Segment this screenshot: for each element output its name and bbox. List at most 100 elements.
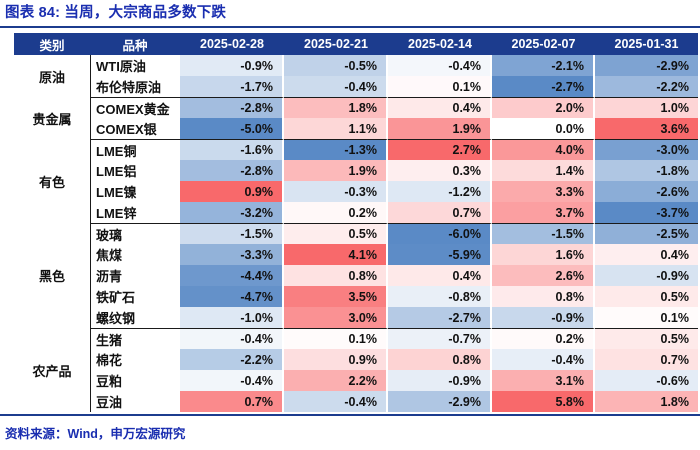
value-cell: 0.9% <box>180 181 284 202</box>
table-row: COMEX银 -5.0% 1.1% 1.9% 0.0% 3.6% <box>14 118 698 139</box>
source-note: 资料来源：Wind，申万宏源研究 <box>5 427 186 441</box>
table-row: 沥青 -4.4% 0.8% 0.4% 2.6% -0.9% <box>14 265 698 286</box>
value-cell: 1.9% <box>284 160 388 181</box>
value-cell: -0.4% <box>180 370 284 391</box>
value-cell: -1.7% <box>180 76 284 97</box>
value-cell: -2.2% <box>595 76 698 97</box>
value-cell: -5.9% <box>388 244 492 265</box>
commodity-name-cell: WTI原油 <box>90 55 180 76</box>
category-cell: 贵金属 <box>14 97 90 139</box>
value-cell: -2.9% <box>595 55 698 76</box>
value-cell: -1.8% <box>595 160 698 181</box>
commodity-name-cell: 焦煤 <box>90 244 180 265</box>
value-cell: 2.7% <box>388 139 492 160</box>
value-cell: -0.4% <box>284 391 388 412</box>
value-cell: -0.4% <box>284 76 388 97</box>
value-cell: -0.3% <box>284 181 388 202</box>
commodity-name-cell: COMEX银 <box>90 118 180 139</box>
value-cell: 4.1% <box>284 244 388 265</box>
value-cell: -1.5% <box>492 223 595 244</box>
title-rule <box>0 26 700 28</box>
value-cell: 3.5% <box>284 286 388 307</box>
value-cell: 0.0% <box>492 118 595 139</box>
commodity-name-cell: LME锌 <box>90 202 180 223</box>
value-cell: 0.5% <box>595 328 698 349</box>
commodity-name-cell: 布伦特原油 <box>90 76 180 97</box>
table-row: 螺纹钢 -1.0% 3.0% -2.7% -0.9% 0.1% <box>14 307 698 328</box>
table-row: 豆粕 -0.4% 2.2% -0.9% 3.1% -0.6% <box>14 370 698 391</box>
value-cell: 0.4% <box>388 97 492 118</box>
value-cell: -2.7% <box>492 76 595 97</box>
value-cell: -0.9% <box>492 307 595 328</box>
value-cell: -4.7% <box>180 286 284 307</box>
value-cell: -0.6% <box>595 370 698 391</box>
table-row: 农产品 生猪 -0.4% 0.1% -0.7% 0.2% 0.5% <box>14 328 698 412</box>
value-cell: -1.5% <box>180 223 284 244</box>
commodity-name-cell: 玻璃 <box>90 223 180 244</box>
commodity-name-cell: 豆油 <box>90 391 180 412</box>
value-cell: 1.0% <box>595 97 698 118</box>
value-cell: -0.9% <box>388 370 492 391</box>
table-row: 焦煤 -3.3% 4.1% -5.9% 1.6% 0.4% <box>14 244 698 265</box>
column-header-date: 2025-02-21 <box>284 33 388 55</box>
value-cell: 0.8% <box>492 286 595 307</box>
table-row: LME镍 0.9% -0.3% -1.2% 3.3% -2.6% <box>14 181 698 202</box>
value-cell: -0.8% <box>388 286 492 307</box>
value-cell: 2.0% <box>492 97 595 118</box>
value-cell: 3.6% <box>595 118 698 139</box>
commodity-name-cell: 沥青 <box>90 265 180 286</box>
value-cell: -2.8% <box>180 97 284 118</box>
value-cell: -3.2% <box>180 202 284 223</box>
value-cell: 0.4% <box>595 244 698 265</box>
value-cell: 2.6% <box>492 265 595 286</box>
value-cell: 0.2% <box>284 202 388 223</box>
value-cell: 3.1% <box>492 370 595 391</box>
value-cell: 0.8% <box>284 265 388 286</box>
table-row: 布伦特原油 -1.7% -0.4% 0.1% -2.7% -2.2% <box>14 76 698 97</box>
column-header-date: 2025-02-07 <box>492 33 595 55</box>
value-cell: 0.1% <box>284 328 388 349</box>
figure-title: 图表 84: 当周，大宗商品多数下跌 <box>5 5 227 21</box>
table-row: LME锌 -3.2% 0.2% 0.7% 3.7% -3.7% <box>14 202 698 223</box>
table-row: 有色 LME铜 -1.6% -1.3% 2.7% 4.0% -3.0% <box>14 139 698 223</box>
commodity-name-cell: LME铝 <box>90 160 180 181</box>
table-row: 豆油 0.7% -0.4% -2.9% 5.8% 1.8% <box>14 391 698 412</box>
commodity-name-cell: 生猪 <box>90 328 180 349</box>
category-cell: 原油 <box>14 55 90 97</box>
value-cell: -3.7% <box>595 202 698 223</box>
value-cell: 0.1% <box>595 307 698 328</box>
value-cell: -2.2% <box>180 349 284 370</box>
value-cell: -1.2% <box>388 181 492 202</box>
commodity-name-cell: 螺纹钢 <box>90 307 180 328</box>
table-row: LME铝 -2.8% 1.9% 0.3% 1.4% -1.8% <box>14 160 698 181</box>
category-cell: 有色 <box>14 139 90 223</box>
value-cell: -0.4% <box>492 349 595 370</box>
value-cell: 3.7% <box>492 202 595 223</box>
value-cell: -2.1% <box>492 55 595 76</box>
value-cell: 0.2% <box>492 328 595 349</box>
value-cell: -0.5% <box>284 55 388 76</box>
value-cell: -2.9% <box>388 391 492 412</box>
value-cell: 0.5% <box>595 286 698 307</box>
column-header-name: 品种 <box>90 33 180 55</box>
value-cell: -0.7% <box>388 328 492 349</box>
value-cell: 1.8% <box>284 97 388 118</box>
table-header: 类别 品种 2025-02-28 2025-02-21 2025-02-14 2025-0… <box>14 33 698 55</box>
value-cell: -4.4% <box>180 265 284 286</box>
value-cell: -6.0% <box>388 223 492 244</box>
value-cell: -3.0% <box>595 139 698 160</box>
value-cell: 4.0% <box>492 139 595 160</box>
commodity-name-cell: 豆粕 <box>90 370 180 391</box>
value-cell: 1.4% <box>492 160 595 181</box>
value-cell: 2.2% <box>284 370 388 391</box>
report-figure: 图表 84: 当周，大宗商品多数下跌 类别 品种 2025-02-28 2025-02… <box>0 4 700 442</box>
value-cell: -3.3% <box>180 244 284 265</box>
column-header-category: 类别 <box>14 33 90 55</box>
value-cell: 0.9% <box>284 349 388 370</box>
value-cell: -0.4% <box>388 55 492 76</box>
column-header-date: 2025-02-28 <box>180 33 284 55</box>
commodity-name-cell: LME镍 <box>90 181 180 202</box>
value-cell: 0.7% <box>180 391 284 412</box>
table-row: 棉花 -2.2% 0.9% 0.8% -0.4% 0.7% <box>14 349 698 370</box>
commodity-name-cell: 棉花 <box>90 349 180 370</box>
